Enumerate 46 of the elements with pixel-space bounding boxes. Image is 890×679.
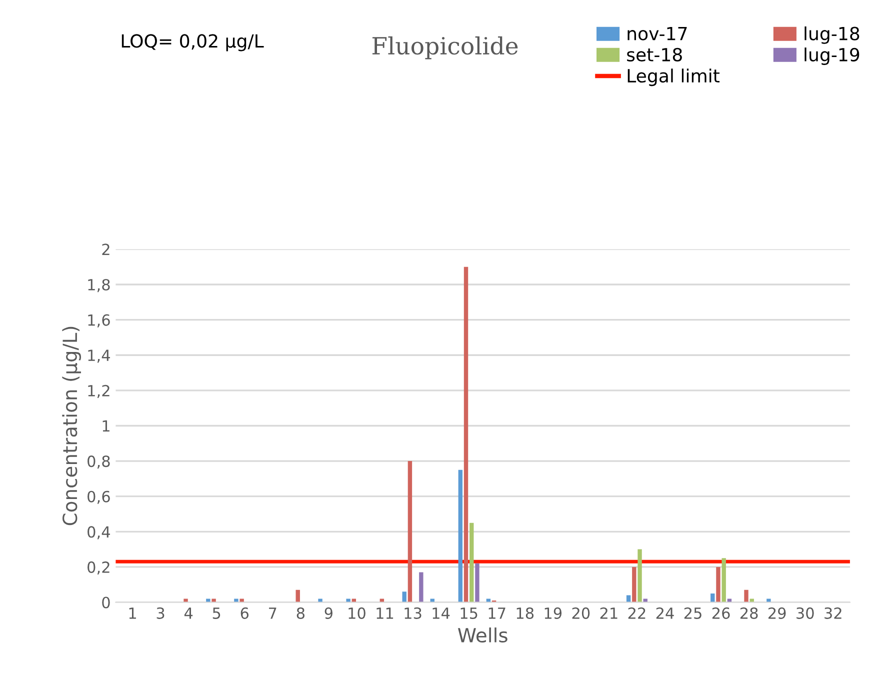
x-tick-label: 17	[488, 608, 506, 619]
x-tick-label: 1	[129, 608, 136, 619]
x-tick-label: 11	[376, 608, 394, 619]
y-tick-label: 0,8	[88, 456, 110, 469]
y-tick-label: 1,2	[88, 384, 110, 398]
y-tick-label: 0,4	[88, 526, 110, 540]
x-tick-label: 28	[740, 607, 758, 619]
x-tick-label: 6	[240, 607, 249, 619]
x-tick-label: 29	[768, 607, 786, 619]
y-tick-label: 2	[102, 244, 110, 255]
x-tick-label: 15	[460, 608, 478, 619]
y-tick-label: 0,2	[88, 561, 110, 575]
x-tick-label: 18	[516, 607, 534, 619]
x-tick-label: 9	[324, 607, 332, 619]
x-tick-label: 10	[348, 607, 366, 619]
chart-title: Fluopicolide	[372, 36, 518, 60]
x-tick-label: 7	[269, 608, 276, 619]
text: LOQ= 0,02 µg/L	[122, 34, 264, 52]
legend-label: nov-17	[628, 26, 687, 40]
y-tick-label: 1,8	[88, 278, 110, 292]
legend-label: Legal limit	[628, 68, 720, 86]
y-tick-label: 1,6	[88, 314, 110, 328]
x-tick-label: 21	[600, 607, 618, 619]
x-tick-label: 3	[156, 607, 164, 619]
legend-label: set-18	[627, 48, 682, 62]
y-tick-label: 0	[102, 596, 110, 608]
x-tick-label: 25	[684, 607, 702, 619]
x-tick-label: 26	[712, 607, 730, 619]
x-tick-label: 24	[656, 607, 674, 619]
x-tick-label: 8	[296, 607, 304, 619]
x-tick-label: 20	[572, 607, 590, 619]
x-tick-label: 22	[628, 607, 646, 619]
x-tick-label: 4	[184, 608, 193, 619]
y-axis-title: Concentration (µg/L)	[62, 326, 81, 526]
x-tick-label: 30	[796, 607, 814, 619]
x-tick-label: 13	[404, 607, 422, 619]
x-axis-title: Wells	[458, 627, 508, 643]
x-tick-label: 5	[212, 608, 220, 619]
y-tick-label: 1	[102, 420, 110, 432]
y-tick-label: 1,4	[88, 350, 110, 363]
x-tick-label: 32	[824, 607, 842, 619]
x-tick-label: 19	[544, 607, 562, 619]
x-tick-label: 14	[432, 608, 450, 619]
legend-label: lug-18	[804, 26, 860, 44]
legend-label: lug-19	[804, 48, 860, 65]
y-tick-label: 0,6	[88, 490, 110, 504]
